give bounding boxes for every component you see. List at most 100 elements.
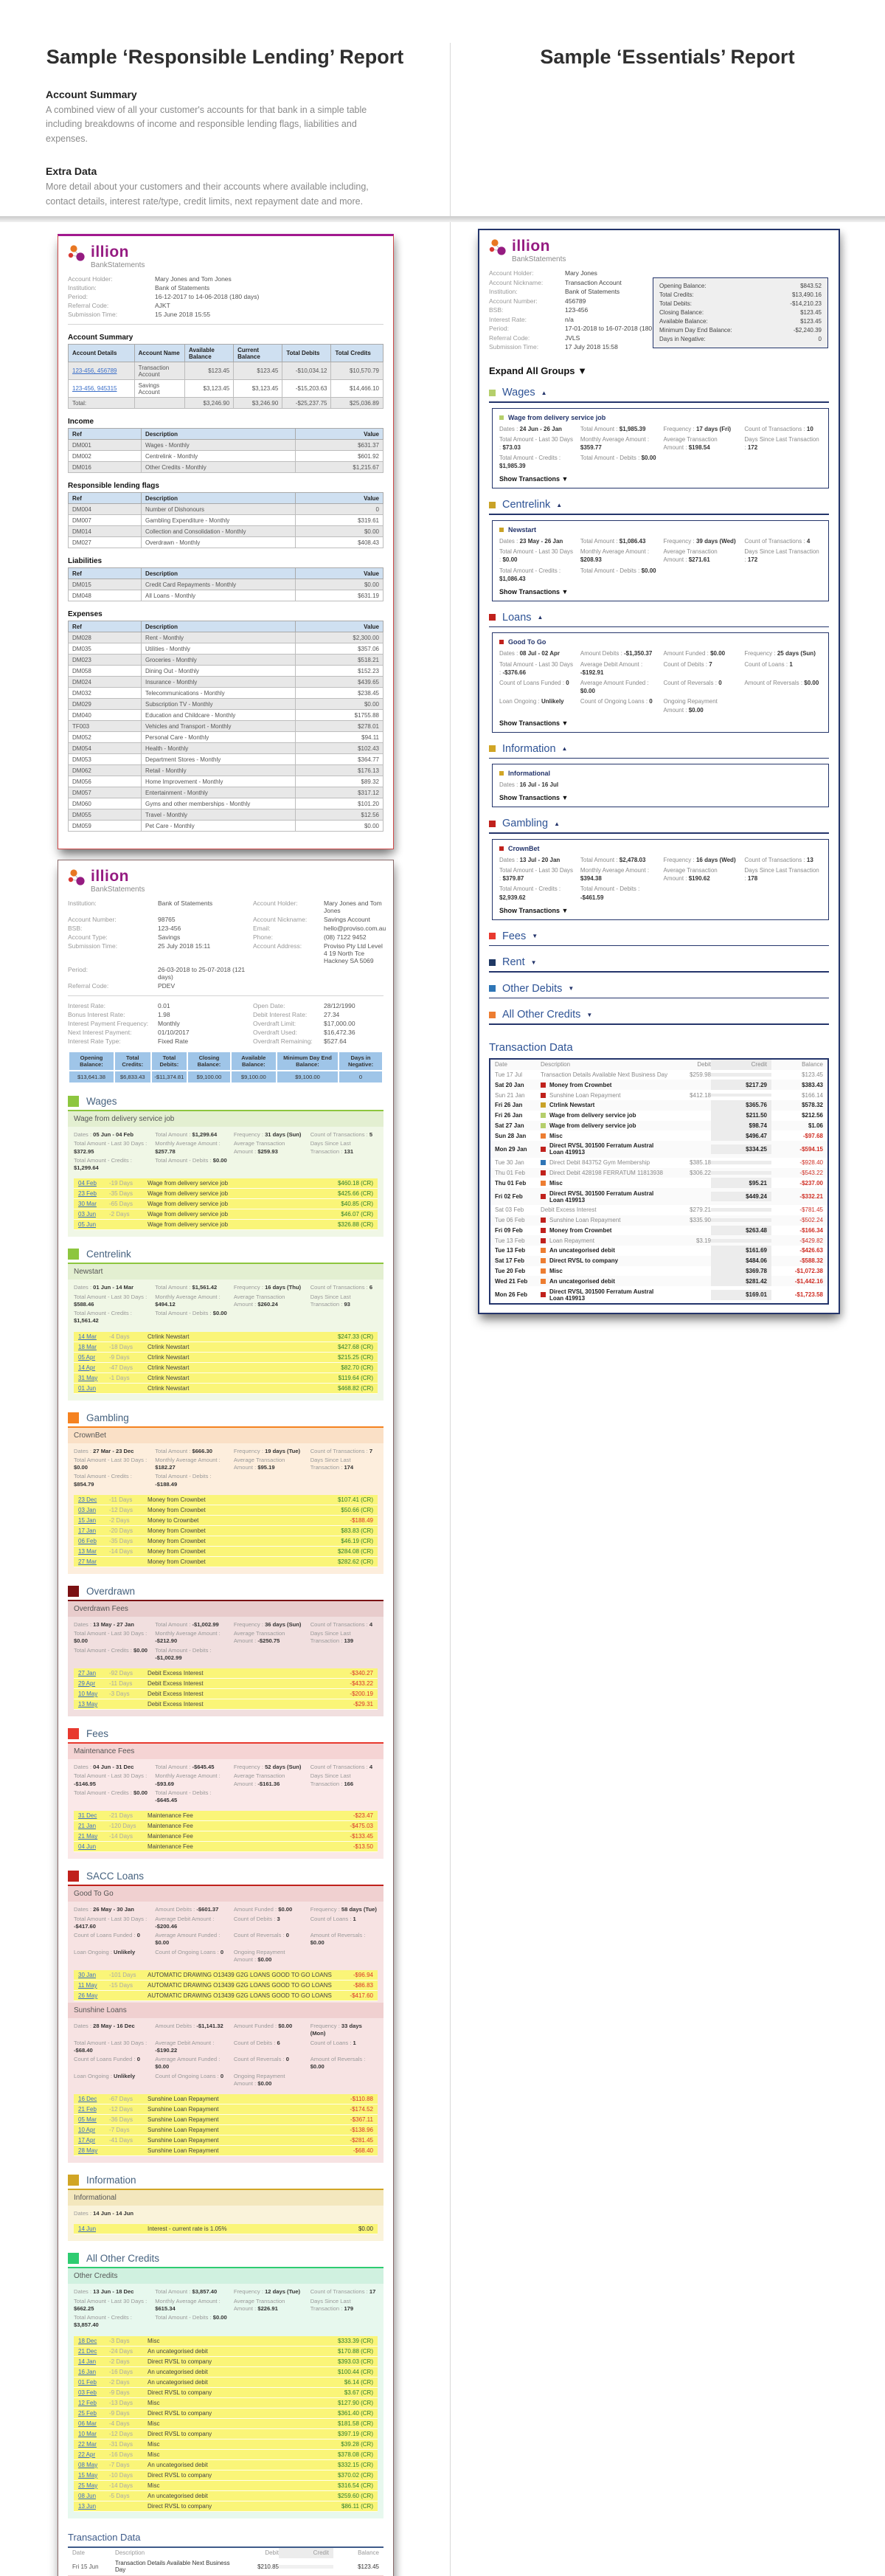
ess-group-header[interactable]: Information ▲ bbox=[489, 743, 829, 755]
transaction-date-link[interactable]: 23 Dec bbox=[78, 1496, 97, 1503]
category-icon bbox=[499, 846, 504, 851]
ess-group-header[interactable]: All Other Credits ▼ bbox=[489, 1009, 829, 1021]
stat: Count of Ongoing Loans : 0 bbox=[155, 2072, 224, 2079]
transaction-date-link[interactable]: 13 Mar bbox=[78, 1547, 97, 1555]
rl-category-groups: Wages Wage from delivery service job Dates… bbox=[68, 1096, 384, 2518]
transaction-date-link[interactable]: 15 May bbox=[78, 2471, 98, 2479]
transaction-date-link[interactable]: 18 Mar bbox=[78, 1343, 97, 1350]
transaction-date-link[interactable]: 15 Jan bbox=[78, 1516, 97, 1524]
info-value: 98765 bbox=[158, 916, 176, 923]
info-label: BSB: bbox=[489, 306, 504, 314]
transaction-date-link[interactable]: 27 Mar bbox=[78, 1558, 97, 1565]
transaction-date-link[interactable]: 05 Mar bbox=[78, 2116, 97, 2123]
transaction-date-link[interactable]: 17 Jan bbox=[78, 1527, 97, 1534]
transaction-date-link[interactable]: 22 Apr bbox=[78, 2451, 96, 2458]
transaction-date-link[interactable]: 21 Dec bbox=[78, 2347, 97, 2355]
transaction-date-link[interactable]: 03 Jun bbox=[78, 1211, 97, 1218]
stat-value: $1,985.39 bbox=[499, 463, 526, 470]
ess-group-header[interactable]: Gambling ▲ bbox=[489, 818, 829, 829]
ess-group-header[interactable]: Fees ▼ bbox=[489, 930, 829, 942]
transaction-date-link[interactable]: 25 May bbox=[78, 2482, 98, 2489]
category-icon bbox=[489, 985, 496, 992]
stat: Total Amount - Last 30 Days : $73.03 bbox=[499, 435, 574, 451]
transaction-date-link[interactable]: 08 Jun bbox=[78, 2492, 97, 2499]
transaction-date-link[interactable]: 23 Feb bbox=[78, 1190, 97, 1198]
transaction-date-link[interactable]: 16 Dec bbox=[78, 2096, 97, 2102]
stat: Total Amount : $3,857.40 bbox=[155, 2288, 218, 2296]
transaction-date-link[interactable]: 22 Mar bbox=[78, 2440, 97, 2448]
transaction-date-link[interactable]: 17 Apr bbox=[78, 2137, 96, 2144]
ess-group-header[interactable]: Rent ▼ bbox=[489, 956, 829, 968]
transaction-date-link[interactable]: 03 Jan bbox=[78, 1506, 97, 1513]
column-header: Description bbox=[141, 428, 296, 440]
transaction-date-link[interactable]: 06 Mar bbox=[78, 2420, 97, 2427]
stat-value: $662.25 bbox=[74, 2304, 94, 2312]
transaction-date-link[interactable]: 30 Jan bbox=[78, 1972, 97, 1978]
stat-value: 172 bbox=[747, 556, 758, 564]
transaction-date-link[interactable]: 05 Apr bbox=[78, 1353, 96, 1361]
ess-group-header[interactable]: Centrelink ▲ bbox=[489, 499, 829, 511]
account-details-link[interactable]: 123-456, 456789 bbox=[72, 367, 117, 374]
show-transactions-toggle[interactable]: Show Transactions ▼ bbox=[499, 794, 569, 802]
transaction-date-link[interactable]: 28 May bbox=[78, 2147, 98, 2154]
transaction-date-link[interactable]: 21 Jan bbox=[78, 1823, 97, 1830]
transaction-date-link[interactable]: 14 Jun bbox=[78, 2225, 97, 2233]
transaction-date-link[interactable]: 05 Jun bbox=[78, 1221, 97, 1229]
transaction-amount: $100.44 (CR) bbox=[337, 2368, 373, 2375]
transaction-date-link[interactable]: 21 May bbox=[78, 1833, 98, 1840]
group-title: Information bbox=[502, 742, 556, 755]
transaction-date-link[interactable]: 26 May bbox=[78, 1992, 98, 1999]
transaction-amount: -$110.88 bbox=[350, 2096, 373, 2102]
transaction-date-link[interactable]: 14 Jan bbox=[78, 2358, 97, 2365]
cell-description: Sunshine Loan Repayment bbox=[541, 1092, 668, 1099]
transaction-date-link[interactable]: 30 Mar bbox=[78, 1201, 97, 1208]
brand-name: illion bbox=[91, 868, 129, 885]
transaction-date-link[interactable]: 03 Feb bbox=[78, 2389, 97, 2396]
cell-description: Direct Debit 843752 Gym Membership bbox=[541, 1159, 668, 1166]
stat-value: 12 days (Tue) bbox=[265, 2288, 301, 2296]
balance-bar-value: 0 bbox=[339, 1071, 382, 1082]
account-details-link[interactable]: 123-456, 945315 bbox=[72, 385, 117, 392]
transaction-date-link[interactable]: 21 Feb bbox=[78, 2106, 97, 2113]
transaction-date-link[interactable]: 12 Feb bbox=[78, 2399, 97, 2406]
ess-group-header[interactable]: Other Debits ▼ bbox=[489, 983, 829, 995]
transaction-date-link[interactable]: 01 Jun bbox=[78, 1384, 97, 1392]
transaction-date-link[interactable]: 31 May bbox=[78, 1374, 98, 1381]
show-transactions-toggle[interactable]: Show Transactions ▼ bbox=[499, 475, 569, 483]
transaction-date-link[interactable]: 16 Jan bbox=[78, 2368, 97, 2375]
stat: Average Transaction Amount : -$250.75 bbox=[233, 1630, 285, 1645]
transaction-date-link[interactable]: 10 Apr bbox=[78, 2127, 96, 2133]
table-cell: DM032 bbox=[68, 687, 142, 699]
transaction-date-link[interactable]: 10 Mar bbox=[78, 2430, 97, 2437]
show-transactions-toggle[interactable]: Show Transactions ▼ bbox=[499, 906, 569, 914]
transaction-date-link[interactable]: 06 Feb bbox=[78, 1537, 97, 1544]
info-label: Interest Rate: bbox=[489, 315, 527, 323]
show-transactions-toggle[interactable]: Show Transactions ▼ bbox=[499, 587, 569, 595]
transaction-date-link[interactable]: 25 Feb bbox=[78, 2409, 97, 2417]
transaction-date-link[interactable]: 10 May bbox=[78, 1691, 98, 1697]
expand-all-groups-toggle[interactable]: Expand All Groups ▼ bbox=[489, 365, 588, 376]
transaction-date-link[interactable]: 14 Mar bbox=[78, 1333, 97, 1340]
transaction-date-link[interactable]: 29 Apr bbox=[78, 1680, 96, 1687]
cell-date: Tue 30 Jan bbox=[495, 1159, 524, 1167]
stat: Total Amount - Debits : $0.00 bbox=[580, 455, 656, 462]
transaction-date-link[interactable]: 31 Dec bbox=[78, 1812, 97, 1820]
show-transactions-toggle[interactable]: Show Transactions ▼ bbox=[499, 719, 569, 727]
transaction-row: 23 Dec -11 Days Money from Crownbet $107.41… bbox=[74, 1494, 378, 1505]
transaction-date-link[interactable]: 04 Feb bbox=[78, 1180, 97, 1187]
stat: Count of Loans : 1 bbox=[310, 2039, 356, 2046]
transaction-date-link[interactable]: 13 Jun bbox=[78, 2502, 97, 2510]
transaction-date-link[interactable]: 11 May bbox=[78, 1982, 97, 1989]
ess-group-header[interactable]: Wages ▲ bbox=[489, 387, 829, 398]
transaction-date-link[interactable]: 04 Jun bbox=[78, 1843, 97, 1851]
ess-group-header[interactable]: Loans ▲ bbox=[489, 612, 829, 624]
transaction-date-link[interactable]: 18 Dec bbox=[78, 2337, 97, 2344]
transaction-date-link[interactable]: 27 Jan bbox=[78, 1670, 97, 1677]
cell-description: Debit Excess Interest bbox=[541, 1206, 597, 1214]
transaction-date-link[interactable]: 14 Apr bbox=[78, 1364, 96, 1371]
transaction-date-link[interactable]: 08 May bbox=[78, 2461, 98, 2468]
group-body: Other Credits Dates : 13 Jun - 18 Dec Tota… bbox=[68, 2268, 384, 2518]
stat: Count of Loans : 1 bbox=[310, 1915, 356, 1922]
transaction-date-link[interactable]: 01 Feb bbox=[78, 2378, 97, 2386]
transaction-date-link[interactable]: 13 May bbox=[78, 1701, 98, 1707]
